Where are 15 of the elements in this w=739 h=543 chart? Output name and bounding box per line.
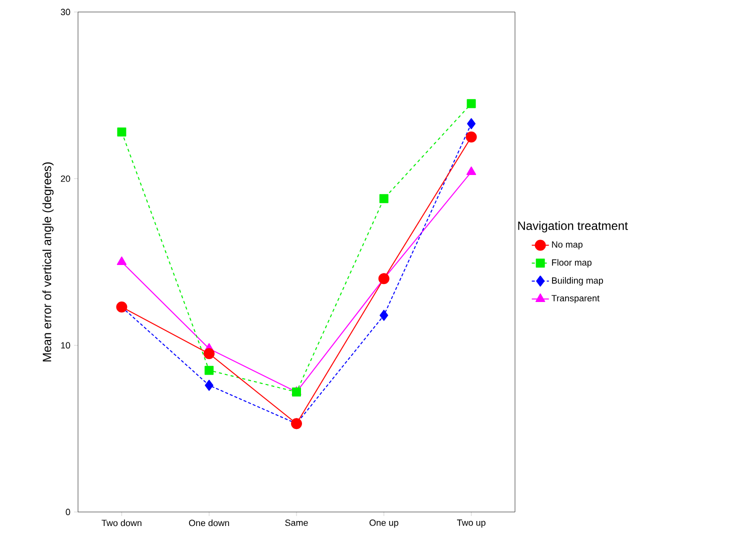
legend-title: Navigation treatment — [518, 221, 628, 232]
y-axis-title: Mean error of vertical angle (degrees) — [42, 162, 54, 362]
x-tick-label: One up — [370, 520, 398, 528]
x-tick-label: Two up — [456, 520, 486, 528]
legend-label: Building map — [552, 277, 604, 286]
y-tick-label: 10 — [61, 342, 70, 349]
legend-label: No map — [552, 241, 582, 250]
x-tick-label: One down — [189, 520, 230, 526]
x-tick-label: Same — [285, 520, 308, 526]
y-tick-label: 20 — [60, 175, 70, 182]
x-tick-label: Two down — [102, 520, 142, 526]
legend-label: Transparent — [552, 295, 600, 304]
legend-label: Floor map — [552, 259, 592, 268]
y-tick-label: 30 — [60, 8, 70, 16]
y-tick-label: 0 — [66, 508, 70, 516]
